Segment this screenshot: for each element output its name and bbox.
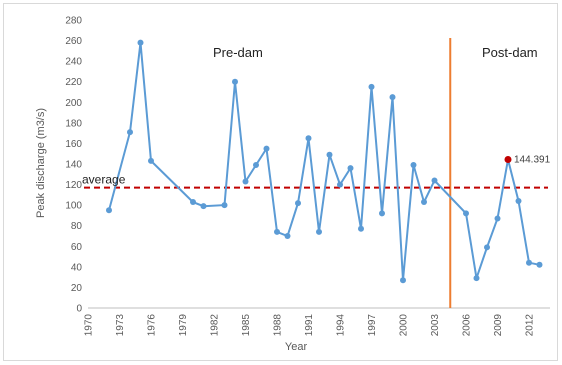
x-tick-label: 1988 xyxy=(273,314,284,337)
y-tick-label: 160 xyxy=(65,139,82,150)
y-tick-label: 20 xyxy=(71,283,83,294)
x-tick-label: 1973 xyxy=(115,314,126,337)
data-point xyxy=(515,198,522,205)
y-axis-title: Peak discharge (m3/s) xyxy=(35,108,47,218)
y-tick-label: 200 xyxy=(65,98,82,109)
data-point xyxy=(274,228,280,235)
y-tick-label: 120 xyxy=(65,180,82,191)
data-point xyxy=(137,39,144,46)
data-point xyxy=(253,162,259,169)
y-tick-label: 240 xyxy=(65,57,82,68)
data-point xyxy=(127,129,133,136)
data-point xyxy=(295,200,301,207)
pre-dam-label: Pre-dam xyxy=(213,45,263,60)
x-tick-label: 2000 xyxy=(399,314,410,337)
x-tick-label: 1991 xyxy=(304,314,315,337)
y-axis-ticks: 0 20 40 60 80 100 120 140 160 180 200 220 240 260 280 xyxy=(65,16,82,315)
y-tick-label: 260 xyxy=(65,36,82,47)
series-markers xyxy=(106,39,543,284)
y-tick-label: 60 xyxy=(71,242,83,253)
data-point xyxy=(326,151,333,158)
data-point xyxy=(221,202,228,209)
data-point xyxy=(379,210,385,217)
data-point xyxy=(358,225,364,232)
data-point xyxy=(494,215,501,222)
data-point xyxy=(316,228,322,235)
highlight-label: 144.391 xyxy=(514,154,551,165)
y-tick-label: 280 xyxy=(65,16,82,27)
x-tick-label: 1997 xyxy=(367,314,378,337)
data-point xyxy=(284,233,291,239)
data-point xyxy=(410,162,417,169)
x-tick-label: 2012 xyxy=(525,314,536,337)
data-point xyxy=(431,177,438,184)
x-tick-label: 1982 xyxy=(210,314,221,337)
data-point xyxy=(148,157,154,164)
data-point xyxy=(421,199,427,206)
data-point xyxy=(200,203,207,210)
data-point xyxy=(232,78,238,85)
y-tick-label: 80 xyxy=(71,221,83,232)
data-point xyxy=(526,259,532,266)
y-tick-label: 220 xyxy=(65,77,82,88)
average-label: average xyxy=(82,173,126,187)
data-point xyxy=(400,277,406,284)
data-point xyxy=(190,199,196,206)
data-point xyxy=(337,181,343,188)
x-tick-label: 1979 xyxy=(178,314,189,337)
y-tick-label: 180 xyxy=(65,118,82,129)
x-tick-label: 2006 xyxy=(462,314,473,337)
x-tick-label: 1985 xyxy=(241,314,252,337)
data-point xyxy=(484,244,490,251)
post-dam-label: Post-dam xyxy=(482,45,538,60)
data-point xyxy=(473,275,480,282)
chart-frame xyxy=(3,3,558,361)
highlight-marker xyxy=(504,155,512,163)
data-point xyxy=(242,178,249,185)
x-axis-title: Year xyxy=(285,341,308,353)
x-tick-label: 2003 xyxy=(430,314,441,337)
data-point xyxy=(368,83,375,90)
x-axis-ticks: 1970 1973 1976 1979 1982 1985 1988 1991 1994 1997… xyxy=(84,314,536,337)
y-tick-label: 140 xyxy=(65,160,82,171)
y-tick-label: 0 xyxy=(76,304,82,315)
data-point xyxy=(263,145,270,152)
data-point xyxy=(347,165,354,172)
x-tick-label: 1970 xyxy=(84,314,95,337)
y-tick-label: 100 xyxy=(65,201,82,212)
y-tick-label: 40 xyxy=(71,262,83,273)
data-point xyxy=(463,210,469,217)
x-tick-label: 1994 xyxy=(336,314,347,337)
data-point xyxy=(305,135,312,142)
series-line xyxy=(108,42,540,281)
data-point xyxy=(106,207,112,214)
x-tick-label: 2009 xyxy=(493,314,504,337)
x-tick-label: 1976 xyxy=(147,314,158,337)
data-point xyxy=(389,94,396,101)
data-point xyxy=(536,261,543,268)
